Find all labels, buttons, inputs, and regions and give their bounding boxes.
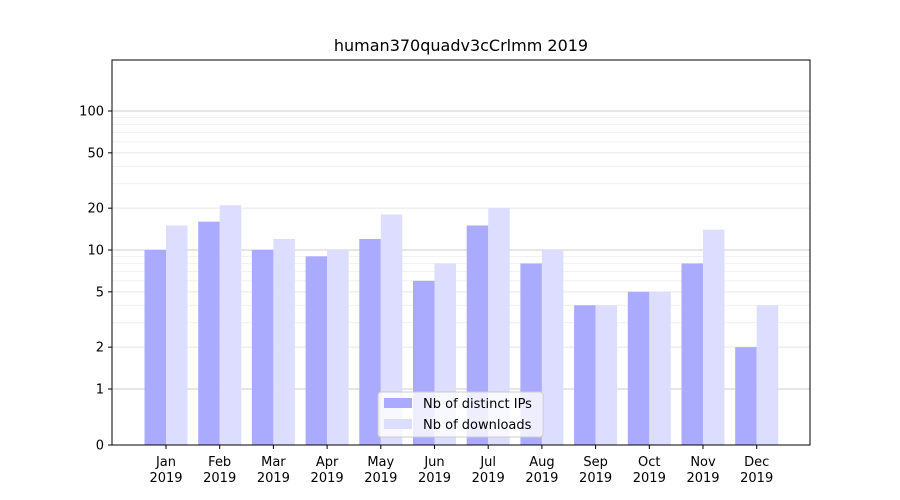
x-axis: Jan2019Feb2019Mar2019Apr2019May2019Jun20… <box>149 445 773 486</box>
chart-title: human370quadv3cCrlmm 2019 <box>334 36 588 55</box>
x-tick-label-year: 2019 <box>364 471 397 486</box>
bar-downloads <box>219 205 242 445</box>
x-tick-label-month: Apr <box>316 455 339 470</box>
x-tick-label-month: Dec <box>744 455 769 470</box>
x-tick-label-year: 2019 <box>740 471 773 486</box>
y-tick-label: 20 <box>87 202 104 217</box>
y-tick-label: 50 <box>87 146 104 161</box>
x-tick-label-year: 2019 <box>579 471 612 486</box>
bar-downloads <box>595 305 618 445</box>
x-tick-label-month: Jun <box>423 455 444 470</box>
bar-distinct-ips <box>144 250 166 445</box>
x-tick-label-month: Sep <box>583 455 608 470</box>
x-tick-label-month: Oct <box>638 455 660 470</box>
legend: Nb of distinct IPs Nb of downloads <box>377 391 544 438</box>
x-tick-label-month: Nov <box>690 455 716 470</box>
legend-label-downloads: Nb of downloads <box>423 418 532 433</box>
legend-swatch-distinct-ips <box>384 398 412 408</box>
x-tick-label-month: May <box>367 455 394 470</box>
y-tick-label: 10 <box>87 244 104 259</box>
bar-downloads <box>756 305 779 445</box>
bar-distinct-ips <box>305 256 328 445</box>
bar-distinct-ips <box>198 221 220 445</box>
y-tick-label: 5 <box>96 285 104 300</box>
x-tick-label-year: 2019 <box>418 471 451 486</box>
x-tick-label-year: 2019 <box>149 471 182 486</box>
bar-downloads <box>273 238 295 445</box>
bar-downloads <box>649 291 671 445</box>
x-tick-label-year: 2019 <box>311 471 344 486</box>
x-tick-label-year: 2019 <box>472 471 505 486</box>
bar-distinct-ips <box>735 347 757 445</box>
x-tick-label-month: Feb <box>208 455 231 470</box>
x-tick-label-year: 2019 <box>203 471 236 486</box>
bar-downloads <box>380 214 403 445</box>
y-tick-label: 2 <box>96 341 104 356</box>
x-tick-label-month: Mar <box>261 455 286 470</box>
bar-downloads <box>327 250 349 445</box>
y-tick-label: 100 <box>79 105 104 120</box>
legend-swatch-downloads <box>384 419 412 429</box>
bar-distinct-ips <box>627 291 650 445</box>
bar-distinct-ips <box>574 305 596 445</box>
x-tick-label-month: Aug <box>529 455 554 470</box>
bar-distinct-ips <box>681 263 703 445</box>
x-tick-label-year: 2019 <box>686 471 719 486</box>
x-tick-label-year: 2019 <box>257 471 290 486</box>
bar-distinct-ips <box>251 250 274 445</box>
x-tick-label-year: 2019 <box>633 471 666 486</box>
bar-downloads <box>541 250 564 445</box>
y-tick-label: 1 <box>96 383 104 398</box>
bar-distinct-ips <box>466 225 489 445</box>
bar-downloads <box>166 225 188 445</box>
x-tick-label-month: Jul <box>479 455 496 470</box>
bar-distinct-ips <box>359 238 381 445</box>
plot-area-frame <box>111 59 811 446</box>
bar-downloads <box>488 208 510 445</box>
y-axis: 0 1 2 5 10 20 50 100 <box>79 105 112 454</box>
legend-label-distinct-ips: Nb of distinct IPs <box>423 397 532 412</box>
x-tick-label-year: 2019 <box>525 471 558 486</box>
x-tick-label-month: Jan <box>155 455 176 470</box>
legend-box <box>377 391 544 438</box>
bar-downloads <box>703 229 725 445</box>
y-tick-label: 0 <box>96 439 104 454</box>
